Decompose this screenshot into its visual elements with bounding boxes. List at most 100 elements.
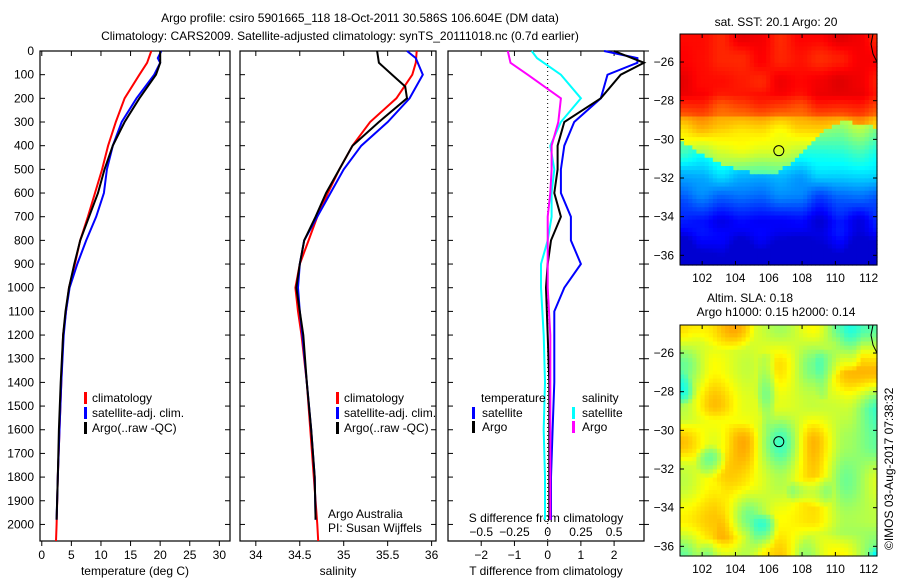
map-cell bbox=[790, 203, 796, 208]
map-cell bbox=[786, 244, 792, 250]
map-cell bbox=[860, 120, 866, 126]
map-cell bbox=[835, 95, 841, 101]
map-cell bbox=[716, 149, 722, 155]
map-cell bbox=[708, 399, 714, 404]
map-cell bbox=[757, 174, 763, 179]
map-cell bbox=[737, 116, 743, 122]
map-cell bbox=[708, 325, 714, 330]
map-cell bbox=[762, 469, 767, 475]
map-cell bbox=[737, 161, 743, 167]
map-cell bbox=[778, 407, 784, 413]
map-cell bbox=[729, 353, 734, 359]
map-cell bbox=[782, 358, 788, 363]
map-cell bbox=[868, 199, 874, 204]
map-cell bbox=[716, 124, 722, 130]
map-cell bbox=[872, 128, 878, 134]
map-cell bbox=[815, 457, 821, 462]
map-cell bbox=[725, 211, 730, 217]
map-cell bbox=[782, 494, 788, 499]
map-cell bbox=[770, 120, 775, 126]
map-cell bbox=[700, 337, 706, 343]
map-cell bbox=[733, 219, 739, 225]
map-cell bbox=[848, 465, 853, 470]
map-cell bbox=[823, 219, 829, 225]
map-cell bbox=[803, 333, 808, 338]
map-cell bbox=[778, 100, 784, 105]
map-cell bbox=[852, 386, 858, 392]
map-cell bbox=[860, 403, 866, 409]
map-cell bbox=[692, 124, 698, 130]
map-cell bbox=[856, 469, 862, 475]
map-cell bbox=[823, 157, 829, 163]
map-cell bbox=[803, 256, 808, 262]
map-cell bbox=[790, 207, 796, 212]
map-cell bbox=[692, 116, 698, 122]
map-cell bbox=[741, 341, 747, 347]
map-cell bbox=[782, 153, 788, 159]
map-cell bbox=[819, 232, 825, 237]
map-cell bbox=[848, 374, 853, 380]
map-cell bbox=[794, 236, 800, 241]
map-cell bbox=[704, 190, 710, 196]
map-cell bbox=[803, 67, 808, 72]
map-cell bbox=[831, 440, 837, 446]
map-cell bbox=[807, 166, 812, 171]
map-cell bbox=[782, 211, 788, 217]
map-cell bbox=[786, 325, 792, 330]
map-cell bbox=[831, 34, 837, 39]
map-cell bbox=[741, 166, 747, 171]
map-cell bbox=[794, 174, 800, 179]
map-cell bbox=[749, 349, 755, 355]
map-cell bbox=[835, 349, 841, 355]
map-cell bbox=[815, 186, 821, 192]
map-cell bbox=[786, 34, 792, 39]
map-cell bbox=[749, 116, 755, 122]
map-cell bbox=[860, 374, 866, 380]
map-cell bbox=[729, 128, 734, 134]
map-cell bbox=[721, 207, 726, 212]
map-cell bbox=[770, 104, 775, 109]
map-cell bbox=[864, 325, 870, 330]
map-cell bbox=[860, 153, 866, 159]
map-cell bbox=[782, 337, 788, 343]
map-cell bbox=[852, 58, 858, 64]
map-cell bbox=[704, 403, 710, 409]
map-cell bbox=[774, 428, 780, 433]
map-cell bbox=[684, 34, 689, 39]
map-cell bbox=[778, 58, 784, 64]
map-cell bbox=[770, 112, 775, 118]
map-cell bbox=[737, 112, 743, 118]
map-cell bbox=[774, 95, 780, 101]
map-cell bbox=[708, 79, 714, 85]
map-cell bbox=[790, 112, 796, 118]
map-cell bbox=[872, 469, 878, 475]
map-cell bbox=[704, 378, 710, 384]
map-cell bbox=[856, 252, 862, 258]
map-cell bbox=[745, 341, 751, 347]
map-cell bbox=[803, 485, 808, 491]
map-cell bbox=[745, 182, 751, 188]
map-cell bbox=[704, 473, 710, 479]
map-cell bbox=[856, 256, 862, 262]
map-cell bbox=[774, 182, 780, 188]
map-cell bbox=[729, 199, 734, 204]
map-cell bbox=[721, 337, 726, 343]
map-cell bbox=[721, 248, 726, 254]
map-cell bbox=[799, 100, 804, 105]
map-cell bbox=[844, 461, 849, 466]
map-cell bbox=[733, 399, 739, 404]
map-cell bbox=[729, 42, 734, 47]
map-cell bbox=[872, 329, 878, 334]
map-cell bbox=[688, 34, 693, 39]
map-cell bbox=[716, 58, 722, 64]
map-cell bbox=[835, 149, 841, 155]
map-cell bbox=[774, 199, 780, 204]
map-cell bbox=[729, 124, 734, 130]
map-cell bbox=[848, 83, 853, 89]
map-cell bbox=[753, 161, 759, 167]
map-cell bbox=[725, 100, 730, 105]
map-cell bbox=[712, 395, 718, 400]
map-cell bbox=[811, 166, 817, 171]
map-cell bbox=[823, 424, 829, 429]
map-cell bbox=[737, 34, 743, 39]
